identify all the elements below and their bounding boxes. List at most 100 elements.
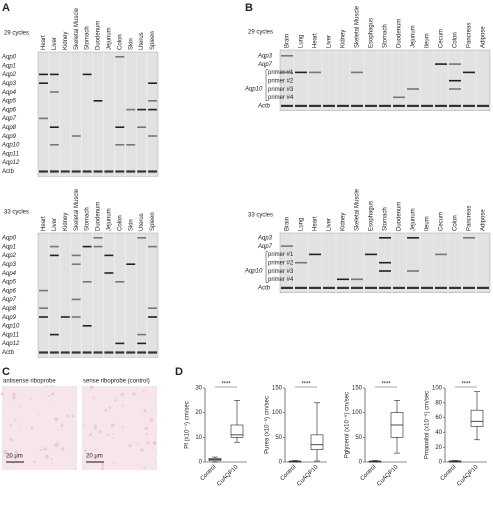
lane-label: Brain <box>285 217 291 231</box>
ish-speck <box>65 414 69 418</box>
band <box>477 286 489 289</box>
lane-label: Jejunum <box>106 27 112 50</box>
ish-speck <box>50 458 53 461</box>
y-tick-label: 100 <box>272 410 283 416</box>
row-label: Aqp4 <box>1 271 17 277</box>
band <box>449 104 461 107</box>
band <box>49 351 59 354</box>
ish-speck <box>101 465 104 468</box>
band <box>351 104 363 107</box>
lane-label: Skeletal Muscle <box>355 188 361 231</box>
ish-speck <box>9 455 13 459</box>
y-tick-label: 30 <box>195 386 202 392</box>
box <box>310 434 324 450</box>
ish-speck <box>136 463 138 465</box>
band <box>365 104 377 107</box>
row-label: primer #4 <box>268 277 294 283</box>
lane-label: Adipose <box>481 26 487 48</box>
band <box>71 298 81 301</box>
image-caption: sense riboprobe (control) <box>83 379 150 385</box>
ish-speck <box>60 424 64 427</box>
ish-image <box>82 386 157 470</box>
band <box>49 126 59 128</box>
band <box>126 263 136 265</box>
row-label: Aqp3 <box>1 262 17 268</box>
row-label: Aqp6 <box>1 288 17 294</box>
band <box>71 135 81 137</box>
ish-speck <box>52 400 55 402</box>
y-tick-label: 0 <box>439 460 443 466</box>
ish-speck <box>93 424 97 428</box>
cycles-label: 33 cycles <box>248 213 273 219</box>
band <box>393 96 405 99</box>
x-tick-label: Control <box>360 464 378 482</box>
ish-speck <box>146 441 150 445</box>
row-label: Aqp7 <box>257 244 273 250</box>
band <box>39 289 48 292</box>
ish-speck <box>121 404 124 407</box>
y-tick-label: 10 <box>195 435 202 441</box>
lane-label: Cecum <box>439 212 445 231</box>
band <box>82 170 92 173</box>
band <box>407 270 419 272</box>
ish-speck <box>51 385 54 388</box>
band <box>39 82 48 84</box>
band <box>126 351 136 354</box>
row-label: Aqp5 <box>1 280 17 286</box>
band <box>379 270 391 272</box>
band <box>281 104 293 107</box>
y-tick-label: 60 <box>435 415 442 421</box>
group-label: Aqp10 <box>244 269 263 275</box>
band <box>449 63 461 65</box>
ish-speck <box>47 395 50 398</box>
row-label: Aqp10 <box>1 143 20 149</box>
lane-label: Kidney <box>341 213 347 231</box>
y-tick-label: 0 <box>199 460 203 466</box>
ish-speck <box>92 396 95 399</box>
band <box>71 263 81 265</box>
significance: **** <box>461 382 471 388</box>
y-tick-label: 150 <box>352 386 363 392</box>
band <box>115 281 125 283</box>
band <box>93 170 103 173</box>
bracket <box>265 251 268 283</box>
band <box>435 286 447 289</box>
ish-speck <box>12 395 16 399</box>
ish-speck <box>154 462 157 464</box>
ish-speck <box>136 443 139 445</box>
panel-label: A <box>2 2 10 14</box>
ish-speck <box>134 441 136 444</box>
ish-speck <box>132 392 136 396</box>
lane-label: Jejunum <box>411 208 417 231</box>
ish-speck <box>152 440 157 445</box>
x-tick-label: Control <box>200 464 218 482</box>
band <box>137 351 147 354</box>
lane-label: Duodenum <box>96 202 102 231</box>
ish-speck <box>51 392 55 396</box>
row-label: Aqp2 <box>1 253 17 259</box>
band <box>49 73 59 76</box>
lane-label: Duodenum <box>96 21 102 50</box>
y-tick-label: 0 <box>279 460 283 466</box>
y-axis-label: Pglycerol (x10⁻⁶) cm/sec <box>344 392 351 458</box>
scale-label: 20 μm <box>86 454 103 460</box>
y-tick-label: 40 <box>435 430 442 436</box>
band <box>281 245 293 247</box>
ish-speck <box>112 432 115 435</box>
lane-label: Kidney <box>341 30 347 48</box>
band <box>148 351 157 354</box>
band <box>137 108 147 111</box>
band <box>115 126 125 128</box>
band <box>126 108 136 111</box>
lane-label: Stomach <box>383 24 389 48</box>
lane-label: Duodenum <box>397 202 403 231</box>
band <box>407 237 419 239</box>
ish-speck <box>39 449 42 452</box>
band <box>435 104 447 107</box>
ish-speck <box>12 466 14 469</box>
ish-speck <box>29 397 32 400</box>
x-tick-label: CuAQP10 <box>296 464 320 488</box>
band <box>126 144 136 146</box>
lane-label: Lung <box>299 218 305 231</box>
row-label: Aqp0 <box>1 236 17 242</box>
